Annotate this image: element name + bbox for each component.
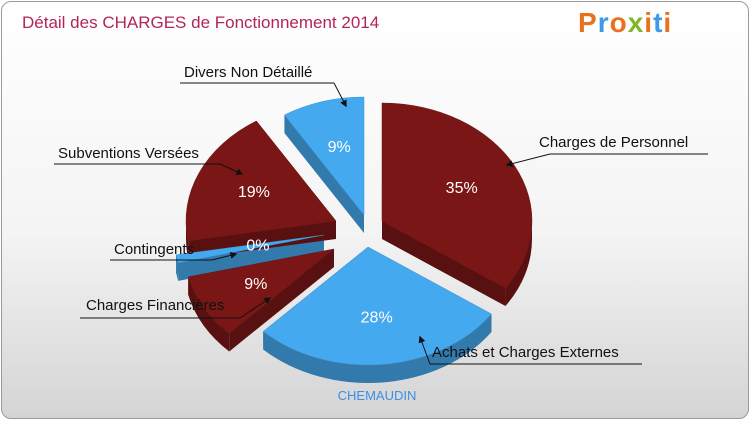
slice-category-label: Achats et Charges Externes (432, 344, 619, 361)
pie-slice-edge (284, 114, 364, 233)
slice-category-label: Contingents (114, 241, 194, 258)
pie-slice-side (263, 314, 492, 384)
pie-slice-edge (229, 249, 334, 352)
leader-arrow (333, 82, 347, 108)
leader-arrow (505, 153, 551, 168)
slice-category-label: Subventions Versées (58, 145, 199, 162)
logo-letter: o (609, 7, 628, 38)
slice-category-label: Charges Financières (86, 297, 224, 314)
leader-arrow (211, 251, 238, 261)
pie-slice (187, 248, 335, 334)
pie-slice-side (186, 221, 189, 259)
slice-value-label: 9% (244, 276, 267, 293)
pie-slice (175, 234, 325, 264)
logo-letter: i (663, 7, 673, 38)
logo-letter: r (597, 7, 610, 38)
chart-title: Détail des CHARGES de Fonctionnement 201… (22, 13, 380, 32)
proxiti-logo: Proxiti (578, 7, 672, 39)
pie-slice (381, 102, 533, 289)
leader-arrow (418, 335, 431, 365)
logo-letter: i (644, 7, 654, 38)
slice-category-label: Charges de Personnel (539, 134, 688, 151)
logo-letter: P (578, 7, 598, 38)
leader-arrow (239, 297, 272, 319)
logo-letter: x (627, 7, 645, 38)
slice-value-label: 28% (361, 309, 393, 326)
slice-value-label: 9% (328, 139, 351, 156)
pie-slice (284, 96, 365, 216)
commune-name: CHEMAUDIN (337, 388, 417, 403)
pie-slice-edge (382, 221, 506, 307)
slice-value-label: 35% (446, 180, 478, 197)
slice-category-label: Divers Non Détaillé (184, 64, 312, 81)
slice-value-label: 19% (238, 184, 270, 201)
pie-slice (262, 246, 492, 366)
pie-slice (185, 120, 337, 242)
leader-arrow (219, 163, 244, 175)
logo-letter: t (653, 7, 664, 38)
slice-value-label: 0% (246, 238, 269, 255)
pie-slice-side (505, 221, 532, 307)
